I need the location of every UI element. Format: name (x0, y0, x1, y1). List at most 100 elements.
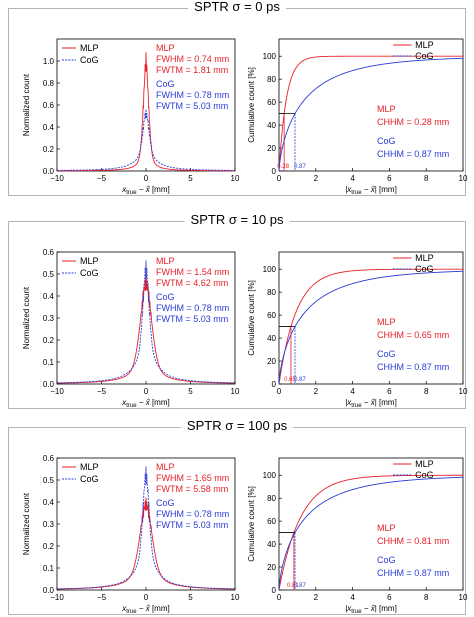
legend-cog-label: CoG (80, 55, 99, 65)
y-tick-label: 0 (272, 167, 277, 176)
plot-frame (278, 251, 464, 385)
series-mlp-line (278, 55, 463, 172)
x-tick-label: −10 (50, 387, 64, 396)
panel-sptr-1: SPTR σ = 10 ps 0.0 0.1 0.2 0.3 0.4 0.5 0.6 −10 −5… (8, 212, 468, 409)
cog-metric-text: FWHM = 0.78 mm (156, 509, 229, 519)
y-axis-label: Normalized count (22, 286, 31, 349)
y-tick-label: 1.0 (43, 57, 55, 66)
legend-cog-label: CoG (415, 51, 434, 61)
series-cog-line (278, 57, 464, 172)
y-tick-label: 80 (267, 75, 276, 84)
y-tick-label: 0.3 (43, 520, 55, 529)
chhm-marker-label: 0.87 (294, 164, 306, 170)
cog-annotation-title: CoG (377, 555, 396, 565)
x-tick-label: 6 (387, 174, 392, 183)
plot-frame (278, 457, 464, 591)
y-tick-label: 0.2 (43, 145, 55, 154)
legend-mlp-label: MLP (415, 40, 434, 50)
x-tick-label: 2 (314, 387, 319, 396)
panel-svg: 0.0 0.1 0.2 0.3 0.4 0.5 0.6 −10 −5 0 5 10 Normalized… (22, 454, 468, 615)
cog-annotation-title: CoG (156, 292, 175, 302)
x-tick-label: 10 (459, 593, 468, 602)
y-axis-label: Cumulative count [%] (247, 280, 256, 356)
mlp-metric-text: FWTM = 4.62 mm (156, 278, 228, 288)
cog-annotation-title: CoG (377, 349, 396, 359)
y-axis-label: Normalized count (22, 492, 31, 555)
x-tick-label: 0 (144, 174, 149, 183)
y-tick-label: 0.4 (43, 498, 55, 507)
series-cog-line (278, 476, 464, 591)
legend: MLP CoG (62, 43, 99, 65)
distribution-chart: 0.0 0.1 0.2 0.3 0.4 0.5 0.6 −10 −5 0 5 10 Normalized… (22, 454, 240, 615)
x-tick-label: 10 (459, 387, 468, 396)
x-tick-label: 5 (188, 174, 193, 183)
cog-metric-text: CHHM = 0.87 mm (377, 149, 449, 159)
x-tick-label: −5 (97, 174, 107, 183)
y-tick-label: 20 (267, 144, 276, 153)
x-tick-label: 2 (314, 593, 319, 602)
series-cog-line (278, 270, 464, 385)
mlp-annotation-title: MLP (156, 462, 175, 472)
y-tick-label: 0.3 (43, 314, 55, 323)
series-mlp-line (57, 52, 235, 172)
panel-sptr-0: SPTR σ = 0 ps 0.0 0.2 0.4 0.6 0.8 1.0 −10 −5 0 5 10… (8, 0, 468, 196)
y-tick-label: 0.6 (43, 248, 55, 257)
mlp-metric-text: FWHM = 1.65 mm (156, 473, 229, 483)
mlp-metric-text: CHHM = 0.28 mm (377, 117, 449, 127)
x-axis-label: xtrue − x̂ [mm] (121, 185, 169, 196)
y-tick-label: 0.6 (43, 454, 55, 463)
cog-annotation-title: CoG (156, 79, 175, 89)
y-tick-label: 20 (267, 357, 276, 366)
x-tick-label: −10 (50, 593, 64, 602)
cog-annotation-title: CoG (377, 136, 396, 146)
cumulative-chart: 0 20 40 60 80 100 0 2 4 6 8 10 Cumulative count [%] |… (247, 457, 468, 615)
chhm-marker-label: 0.87 (294, 583, 306, 589)
y-tick-label: 0.1 (43, 564, 55, 573)
distribution-chart: 0.0 0.1 0.2 0.3 0.4 0.5 0.6 −10 −5 0 5 10 Normalized… (22, 248, 240, 409)
x-tick-label: −5 (97, 593, 107, 602)
x-axis-label: xtrue − x̂ [mm] (121, 604, 169, 615)
x-tick-label: −5 (97, 387, 107, 396)
cumulative-chart: 0 20 40 60 80 100 0 2 4 6 8 10 Cumulative count [%] |… (247, 38, 468, 196)
y-tick-label: 0.0 (43, 167, 55, 176)
y-tick-label: 100 (263, 471, 277, 480)
y-axis-label: Cumulative count [%] (247, 67, 256, 143)
chhm-marker-label: 0.81 (287, 583, 299, 589)
x-tick-label: 4 (350, 174, 355, 183)
y-tick-label: 0.0 (43, 380, 55, 389)
y-tick-label: 0.2 (43, 542, 55, 551)
legend-cog-label: CoG (80, 474, 99, 484)
y-tick-label: 60 (267, 517, 276, 526)
panel-title: SPTR σ = 10 ps (184, 212, 290, 227)
y-axis-label: Normalized count (22, 73, 31, 136)
legend-mlp-label: MLP (80, 43, 99, 53)
cog-metric-text: CHHM = 0.87 mm (377, 362, 449, 372)
series-mlp-line (278, 474, 463, 591)
cog-metric-text: FWHM = 0.78 mm (156, 90, 229, 100)
chhm-marker-label: 0.28 (277, 164, 289, 170)
y-tick-label: 0.4 (43, 292, 55, 301)
panel-svg: 0.0 0.2 0.4 0.6 0.8 1.0 −10 −5 0 5 10 Normalized co… (22, 38, 468, 196)
mlp-metric-text: FWTM = 5.58 mm (156, 484, 228, 494)
y-axis-label: Cumulative count [%] (247, 486, 256, 562)
x-tick-label: 5 (188, 593, 193, 602)
cog-annotation-title: CoG (156, 498, 175, 508)
y-tick-label: 0.1 (43, 358, 55, 367)
x-tick-label: −10 (50, 174, 64, 183)
chhm-marker-label: 0.65 (284, 377, 296, 383)
x-axis-label: |xtrue − x̂| [mm] (345, 398, 397, 409)
panel-title: SPTR σ = 0 ps (188, 0, 286, 14)
mlp-metric-text: CHHM = 0.81 mm (377, 536, 449, 546)
y-tick-label: 0.5 (43, 476, 55, 485)
x-tick-label: 6 (387, 387, 392, 396)
distribution-chart: 0.0 0.2 0.4 0.6 0.8 1.0 −10 −5 0 5 10 Normalized co… (22, 38, 240, 196)
legend-mlp-label: MLP (415, 253, 434, 263)
legend-mlp-label: MLP (80, 256, 99, 266)
panel-svg: 0.0 0.1 0.2 0.3 0.4 0.5 0.6 −10 −5 0 5 10 Normalized… (22, 248, 468, 409)
series-cog-line (56, 466, 236, 590)
x-tick-label: 0 (277, 593, 282, 602)
panel-sptr-2: SPTR σ = 100 ps 0.0 0.1 0.2 0.3 0.4 0.5 0.6 −10 −… (8, 418, 468, 615)
